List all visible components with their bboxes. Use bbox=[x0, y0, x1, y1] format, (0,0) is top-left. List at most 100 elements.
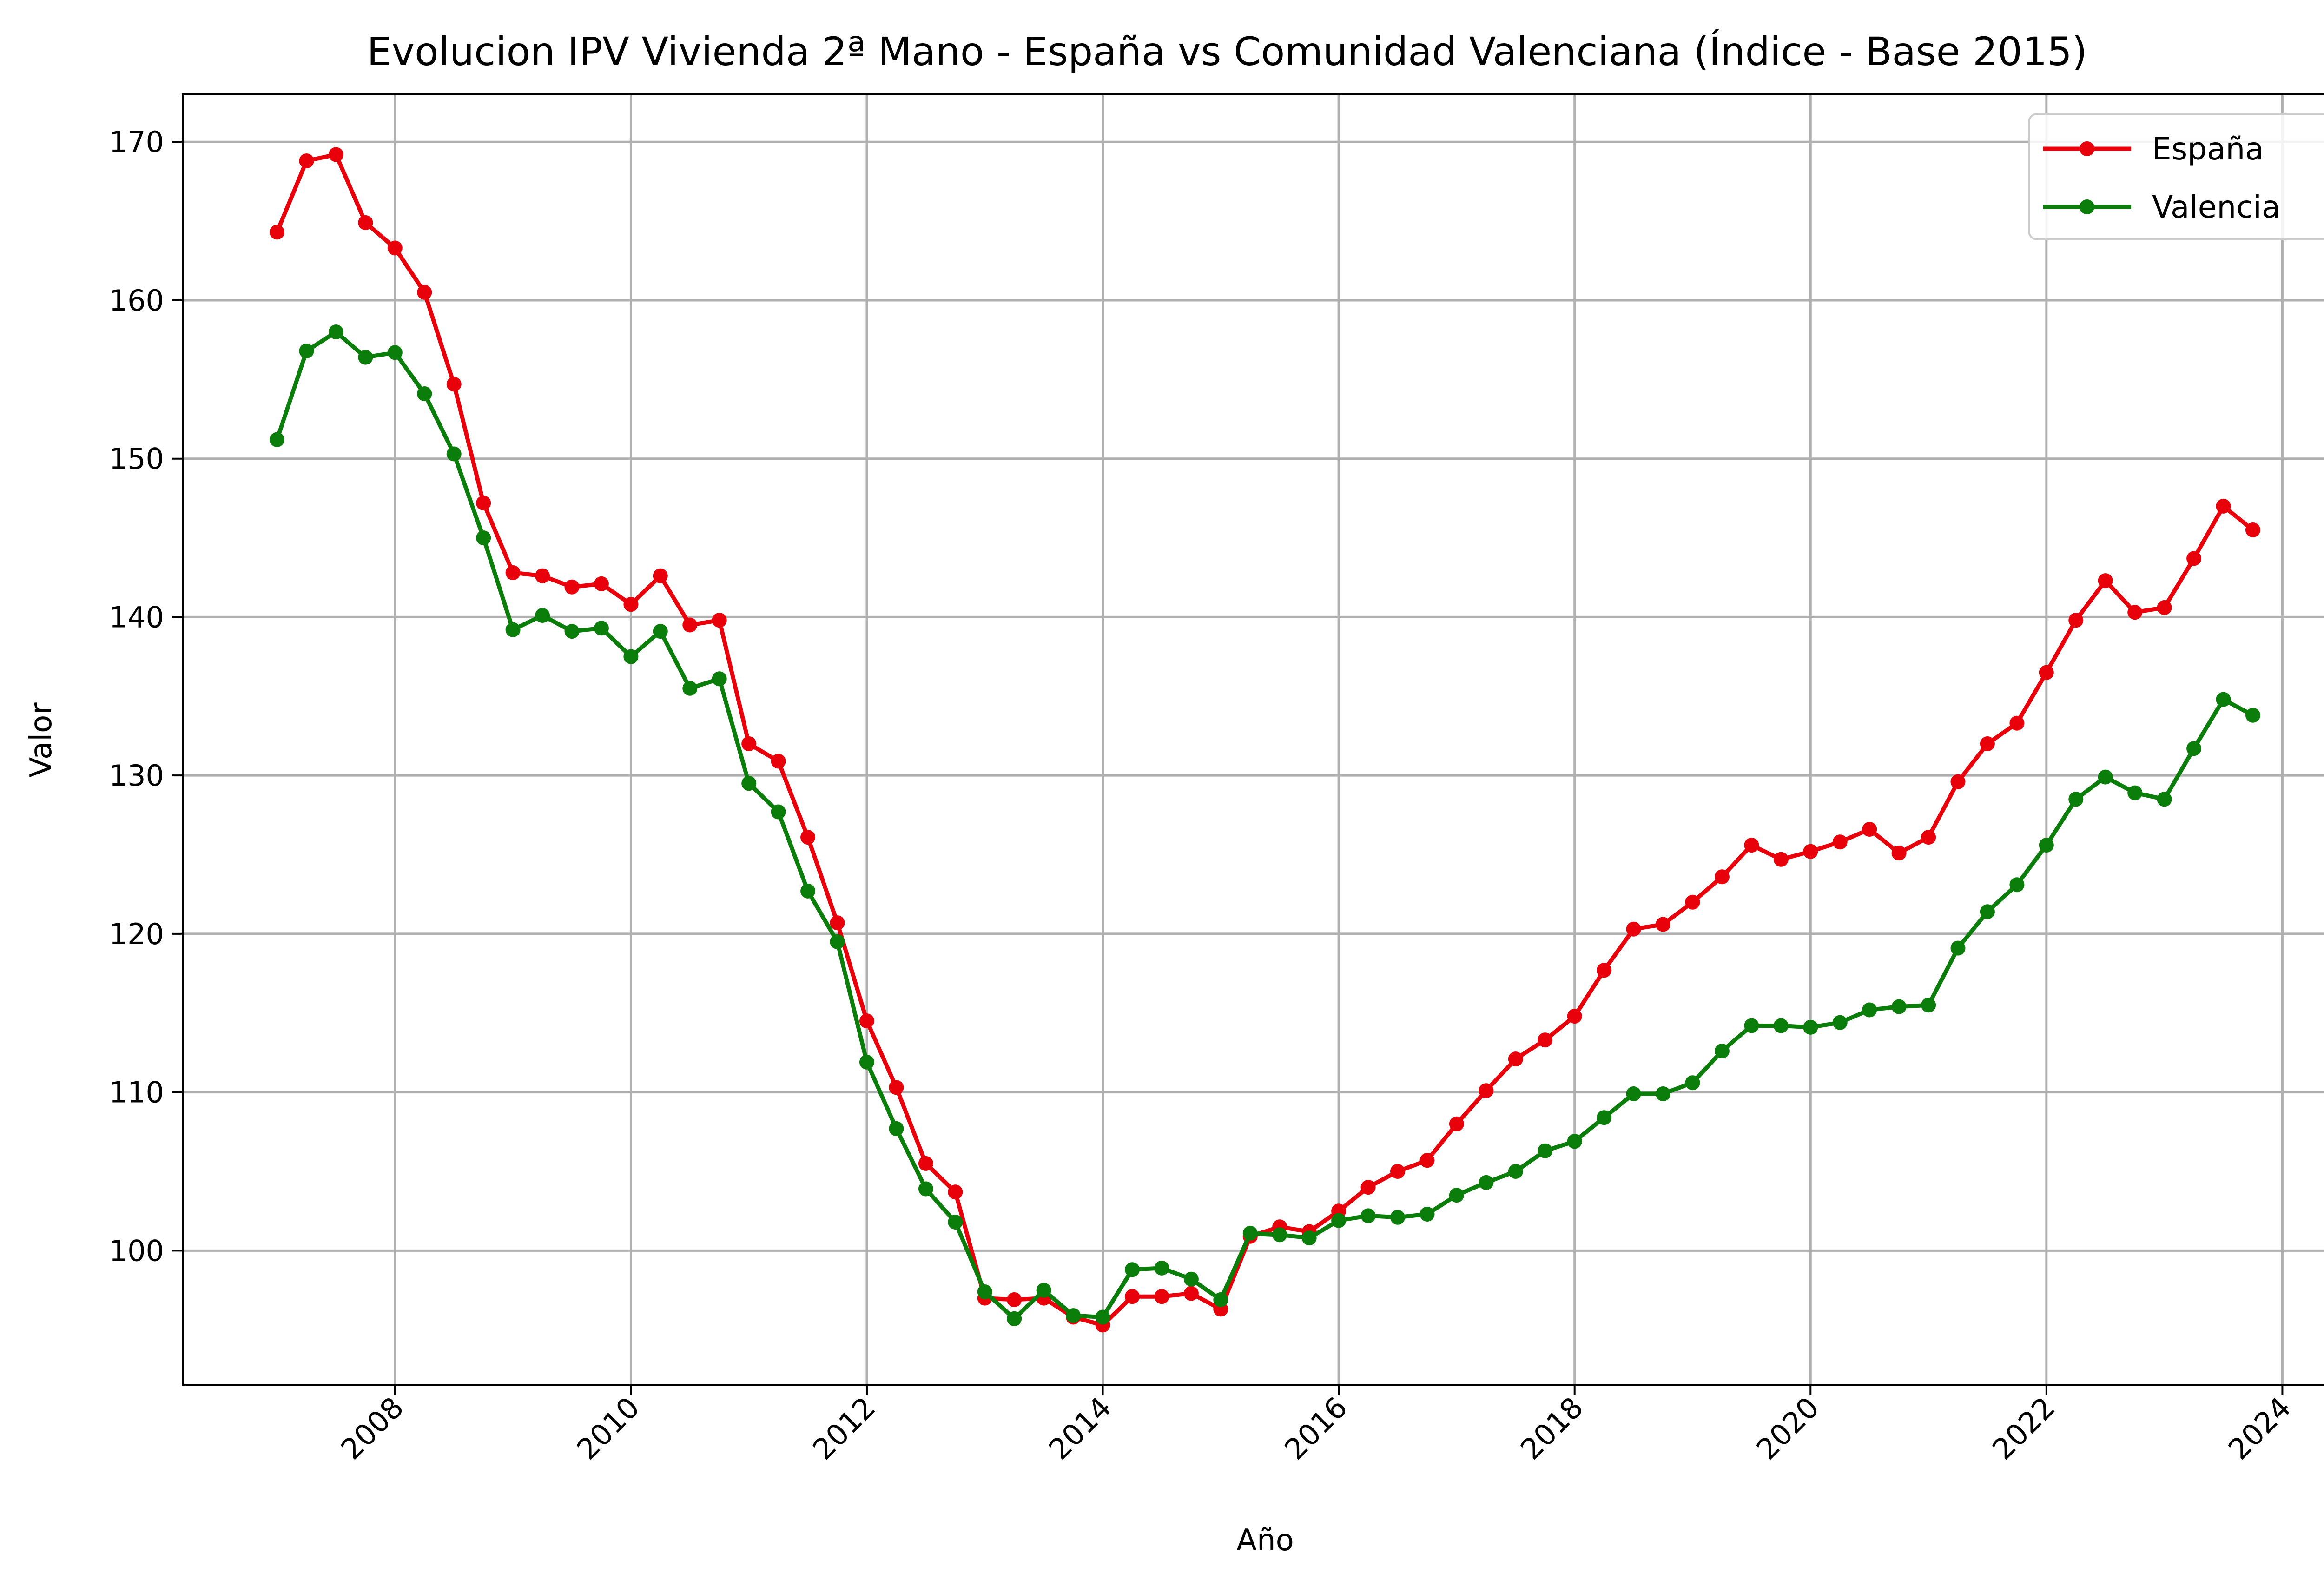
chart-title: Evolucion IPV Vivienda 2ª Mano - España … bbox=[367, 29, 2087, 74]
x-tick-label: 2022 bbox=[1986, 1390, 2061, 1466]
data-point-espana bbox=[1862, 822, 1877, 837]
data-point-espana bbox=[417, 284, 432, 300]
y-tick-label: 110 bbox=[109, 1076, 164, 1110]
data-point-valencia bbox=[830, 934, 845, 949]
data-point-espana bbox=[1773, 852, 1789, 867]
data-point-valencia bbox=[1538, 1143, 1553, 1158]
legend-label-valencia: Valencia bbox=[2152, 189, 2280, 225]
data-point-espana bbox=[800, 830, 816, 845]
data-point-valencia bbox=[1862, 1002, 1877, 1018]
data-point-valencia bbox=[1980, 904, 1995, 919]
data-point-espana bbox=[830, 915, 845, 931]
data-point-espana bbox=[741, 736, 757, 751]
data-point-espana bbox=[2186, 551, 2202, 566]
data-point-valencia bbox=[387, 345, 403, 360]
data-point-valencia bbox=[1242, 1225, 1258, 1241]
x-tick-label: 2012 bbox=[806, 1390, 882, 1466]
data-point-espana bbox=[2157, 600, 2172, 615]
data-point-valencia bbox=[1891, 999, 1907, 1014]
series-line-espana bbox=[275, 152, 2254, 1327]
data-point-espana bbox=[505, 565, 521, 580]
data-point-espana bbox=[1803, 844, 1818, 859]
data-point-valencia bbox=[1950, 940, 1966, 956]
data-point-valencia bbox=[1656, 1086, 1670, 1101]
x-tick-label: 2024 bbox=[2222, 1390, 2298, 1466]
data-point-valencia bbox=[1183, 1271, 1199, 1287]
data-point-espana bbox=[918, 1156, 933, 1171]
data-point-espana bbox=[299, 153, 314, 169]
data-point-valencia bbox=[1036, 1283, 1051, 1298]
data-point-espana bbox=[476, 496, 491, 511]
data-point-valencia bbox=[623, 649, 639, 664]
data-point-espana bbox=[1419, 1153, 1435, 1168]
data-point-espana bbox=[682, 617, 698, 633]
legend: España Valencia bbox=[2028, 113, 2324, 240]
series-line-valencia bbox=[275, 330, 2254, 1321]
data-point-espana bbox=[2039, 665, 2054, 680]
data-point-valencia bbox=[1213, 1292, 1228, 1307]
data-point-valencia bbox=[741, 776, 757, 791]
x-tick-label: 2016 bbox=[1278, 1390, 1354, 1466]
data-point-espana bbox=[1360, 1180, 1376, 1195]
grid bbox=[183, 94, 2324, 1385]
data-point-espana bbox=[712, 613, 727, 628]
data-point-valencia bbox=[682, 681, 698, 696]
data-point-valencia bbox=[2098, 769, 2113, 785]
data-point-espana bbox=[1449, 1116, 1464, 1131]
data-point-espana bbox=[2098, 573, 2113, 589]
x-tick-label: 2008 bbox=[334, 1390, 410, 1466]
x-tick-label: 2018 bbox=[1514, 1390, 1590, 1466]
data-point-espana bbox=[1154, 1289, 1169, 1304]
data-point-valencia bbox=[653, 624, 668, 639]
data-point-valencia bbox=[1773, 1018, 1789, 1033]
data-point-espana bbox=[1183, 1286, 1199, 1301]
data-point-espana bbox=[387, 240, 403, 256]
data-point-valencia bbox=[505, 622, 521, 637]
data-point-valencia bbox=[2186, 741, 2202, 756]
data-point-valencia bbox=[1921, 998, 1936, 1013]
data-point-espana bbox=[1685, 894, 1700, 910]
data-point-espana bbox=[2127, 605, 2143, 620]
data-point-valencia bbox=[2245, 708, 2260, 723]
data-point-valencia bbox=[2009, 877, 2025, 893]
data-point-valencia bbox=[299, 344, 314, 358]
data-point-valencia bbox=[1597, 1110, 1612, 1125]
data-point-espana bbox=[1832, 834, 1848, 850]
y-tick-label: 160 bbox=[109, 284, 164, 317]
legend-marker-espana bbox=[2080, 141, 2094, 156]
data-point-valencia bbox=[1803, 1019, 1818, 1035]
data-point-valencia bbox=[859, 1054, 874, 1070]
data-point-valencia bbox=[712, 671, 727, 687]
data-point-espana bbox=[1744, 838, 1759, 853]
data-point-valencia bbox=[948, 1215, 963, 1230]
data-point-valencia bbox=[2127, 785, 2143, 800]
data-point-valencia bbox=[1449, 1188, 1464, 1203]
y-tick-label: 150 bbox=[109, 442, 164, 476]
data-point-valencia bbox=[417, 386, 432, 401]
data-point-valencia bbox=[1479, 1175, 1494, 1190]
data-point-valencia bbox=[1125, 1262, 1140, 1277]
data-point-espana bbox=[1891, 846, 1907, 861]
plot-frame bbox=[182, 93, 2324, 1386]
data-point-valencia bbox=[358, 350, 373, 365]
data-point-espana bbox=[535, 568, 550, 583]
data-point-valencia bbox=[1685, 1075, 1700, 1091]
x-tick-label: 2014 bbox=[1042, 1390, 1118, 1466]
data-point-espana bbox=[653, 568, 668, 583]
data-point-valencia bbox=[1154, 1260, 1169, 1276]
y-tick-label: 170 bbox=[109, 125, 164, 159]
data-point-espana bbox=[1950, 774, 1966, 789]
x-axis-label: Año bbox=[1236, 1523, 1294, 1558]
data-point-espana bbox=[889, 1080, 904, 1095]
data-point-valencia bbox=[1331, 1213, 1347, 1228]
data-point-valencia bbox=[918, 1181, 933, 1197]
data-point-espana bbox=[2068, 613, 2084, 628]
data-point-valencia bbox=[476, 530, 491, 546]
y-tick-label: 130 bbox=[109, 759, 164, 793]
data-point-valencia bbox=[1301, 1230, 1317, 1246]
data-point-espana bbox=[446, 377, 462, 392]
data-point-espana bbox=[564, 579, 580, 595]
data-point-espana bbox=[1567, 1009, 1582, 1024]
data-point-espana bbox=[1508, 1051, 1523, 1067]
